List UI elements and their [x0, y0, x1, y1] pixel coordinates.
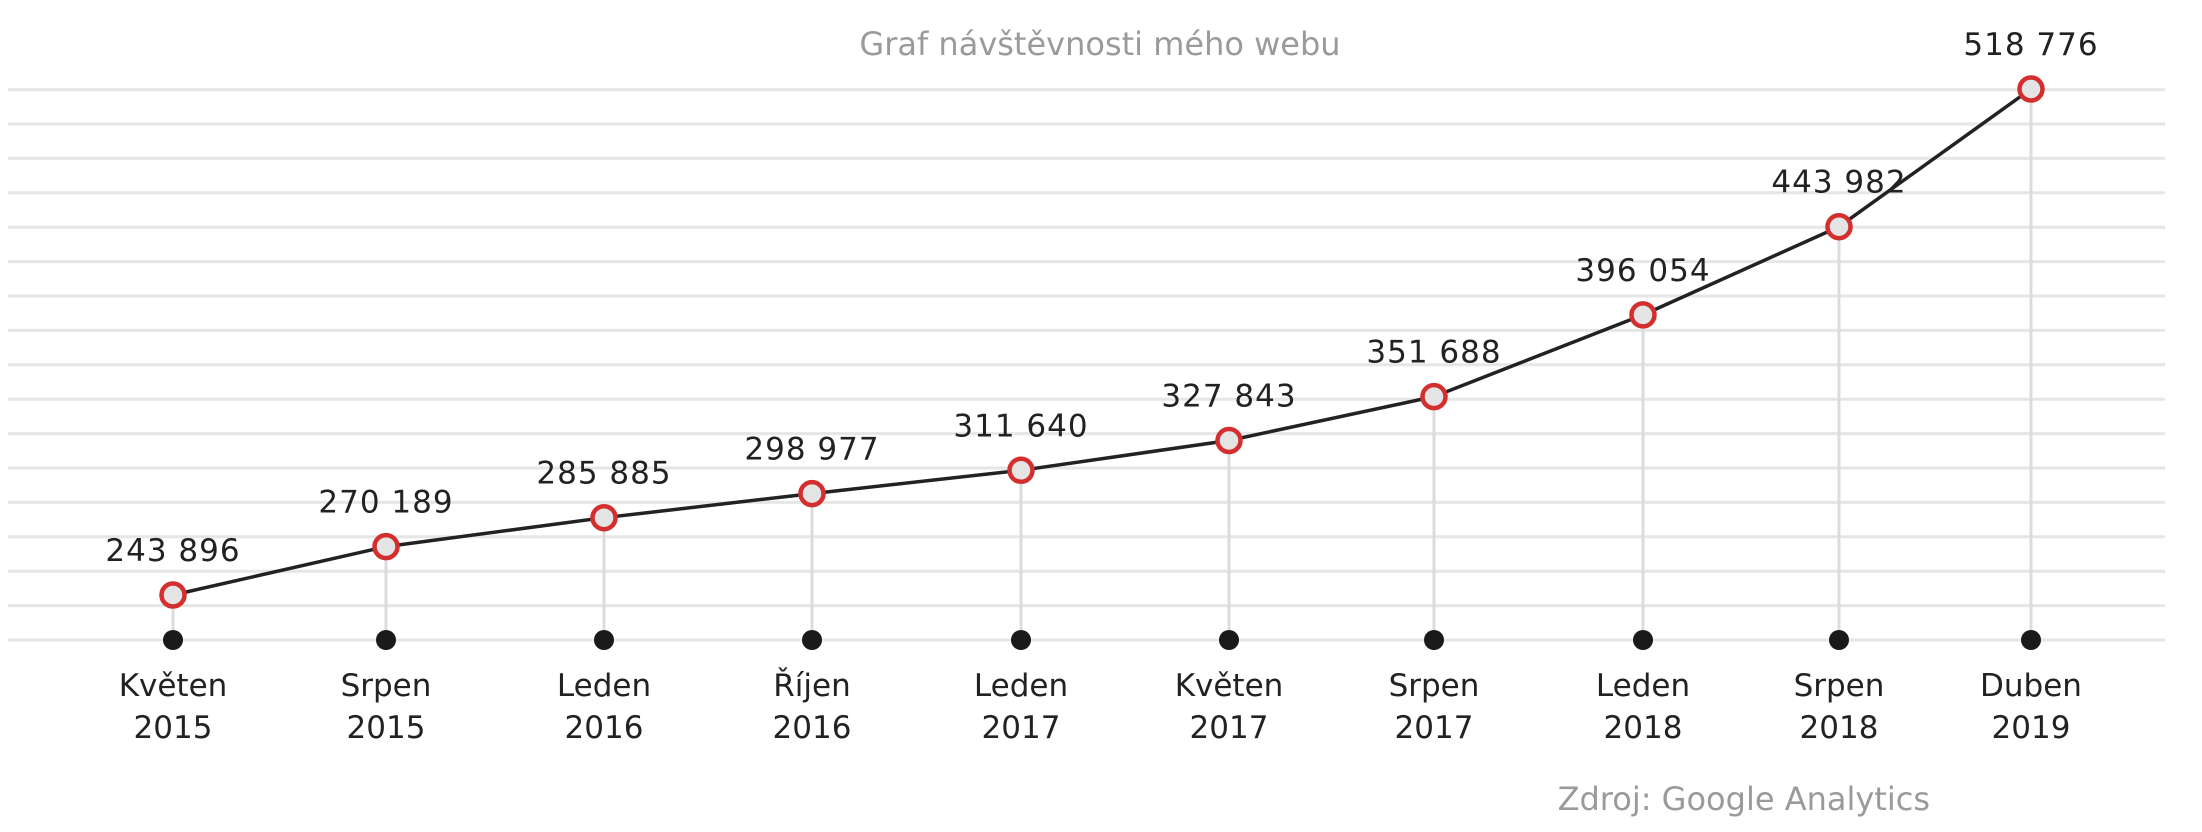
- x-tick-label: Duben 2019: [1980, 668, 2082, 746]
- baseline-dot: [163, 630, 183, 650]
- x-tick-label: Leden 2018: [1596, 668, 1690, 746]
- data-point: [159, 581, 187, 609]
- baseline-dot: [1829, 630, 1849, 650]
- data-points: [159, 75, 2045, 609]
- x-tick-label: Květen 2015: [119, 668, 228, 746]
- x-tick-label: Květen 2017: [1175, 668, 1284, 746]
- baseline-dot: [1011, 630, 1031, 650]
- data-label: 285 885: [536, 456, 671, 492]
- baseline-dot: [1219, 630, 1239, 650]
- data-point: [1629, 301, 1657, 329]
- data-label: 243 896: [105, 533, 240, 569]
- baseline-dot: [2021, 630, 2041, 650]
- baseline-dot: [1633, 630, 1653, 650]
- data-point: [1215, 426, 1243, 455]
- data-point: [798, 479, 826, 508]
- baseline-dot: [594, 630, 614, 650]
- chart-title: Graf návštěvnosti mého webu: [859, 25, 1340, 63]
- data-label: 298 977: [744, 432, 879, 468]
- data-point: [1825, 212, 1853, 241]
- x-tick-label: Srpen 2018: [1794, 668, 1885, 746]
- data-point: [1007, 456, 1035, 485]
- data-label: 311 640: [953, 408, 1088, 444]
- series-line: [172, 87, 2033, 597]
- x-tick-label: Leden 2016: [557, 668, 651, 746]
- baseline-dot: [376, 630, 396, 650]
- x-tick-label: Říjen 2016: [773, 668, 852, 746]
- data-point: [1420, 382, 1448, 411]
- baseline-dot: [1424, 630, 1444, 650]
- chart-source: Zdroj: Google Analytics: [1558, 780, 1930, 818]
- data-label: 327 843: [1161, 378, 1296, 414]
- baseline-dot: [802, 630, 822, 650]
- data-point: [372, 532, 400, 561]
- data-label: 396 054: [1575, 253, 1710, 289]
- x-tick-label: Srpen 2017: [1389, 668, 1480, 746]
- x-tick-label: Leden 2017: [974, 668, 1068, 746]
- data-point: [2017, 75, 2045, 103]
- data-label: 443 982: [1771, 165, 1906, 201]
- data-label: 351 688: [1366, 335, 1501, 371]
- x-tick-label: Srpen 2015: [341, 668, 432, 746]
- value-labels: 243 896 270 189 285 885 298 977 311 640 327 8…: [105, 27, 2098, 569]
- data-label: 270 189: [318, 485, 453, 521]
- gridlines: [8, 88, 2165, 642]
- data-point: [590, 503, 618, 532]
- drop-lines: [171, 89, 2033, 640]
- baseline-dots: [163, 630, 2041, 650]
- data-label: 518 776: [1963, 27, 2098, 63]
- x-axis-tick-labels: Květen 2015 Srpen 2015 Leden 2016 Říjen 2016 Led…: [119, 668, 2082, 746]
